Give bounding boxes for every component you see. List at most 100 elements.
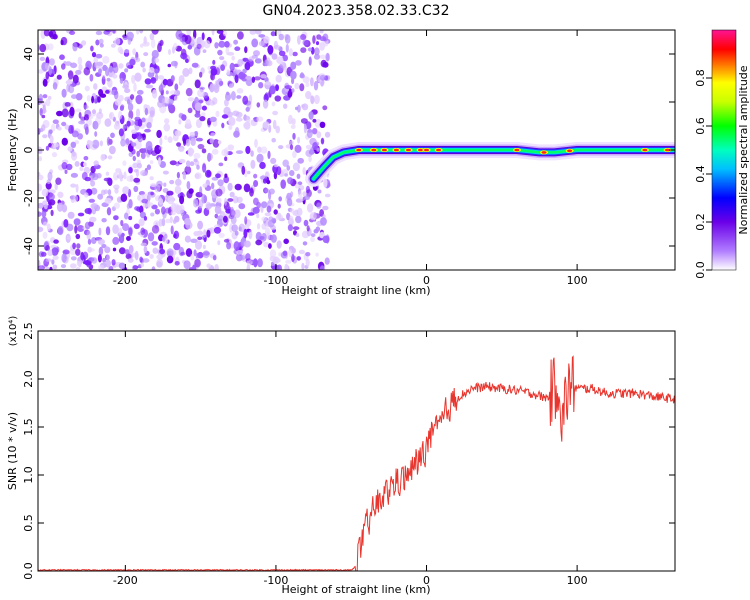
noise-speckle [245, 75, 252, 80]
noise-speckle [52, 264, 58, 270]
noise-speckle [247, 212, 255, 216]
noise-speckle [131, 74, 136, 84]
noise-speckle [195, 118, 202, 129]
y-tick-label: 0.5 [22, 514, 35, 532]
noise-speckle [91, 95, 95, 104]
noise-speckle [323, 178, 328, 188]
noise-speckle [180, 251, 186, 256]
noise-speckle [276, 258, 281, 263]
noise-speckle [150, 77, 157, 84]
snr-multiplier: (x10⁴) [8, 316, 19, 347]
noise-speckle [98, 246, 104, 256]
noise-speckle [266, 232, 270, 241]
noise-speckle [257, 146, 262, 153]
noise-speckle [146, 164, 151, 170]
ridge-hotspot-red [418, 148, 423, 152]
noise-speckle [213, 226, 222, 234]
noise-speckle [303, 219, 309, 227]
noise-speckle [97, 193, 104, 200]
noise-speckle [52, 119, 59, 124]
noise-speckle [99, 43, 104, 48]
snr-panel: -200 -100 0 100 0.0 0.5 1.0 1.5 2.0 2.5 Height of… [6, 316, 676, 596]
noise-speckle [161, 97, 166, 108]
noise-speckle [141, 198, 149, 204]
noise-speckle [252, 206, 260, 214]
noise-speckle [43, 30, 50, 37]
noise-speckle [57, 191, 64, 198]
noise-speckle [324, 193, 331, 198]
noise-speckle [65, 79, 73, 85]
noise-speckle [56, 202, 64, 212]
noise-speckle [195, 209, 202, 214]
noise-speckle [206, 263, 211, 269]
x-tick-label: 0 [423, 274, 430, 287]
noise-speckle [264, 188, 271, 193]
noise-speckle [194, 79, 201, 89]
noise-speckle [132, 48, 137, 56]
noise-speckle [297, 207, 303, 216]
noise-speckle [169, 179, 175, 185]
noise-speckle [68, 85, 75, 94]
noise-speckle [69, 263, 77, 269]
noise-speckle [158, 198, 164, 205]
noise-speckle [243, 122, 250, 129]
noise-speckle [136, 206, 144, 212]
ridge-hotspot-red [371, 148, 377, 152]
noise-speckle [133, 82, 137, 92]
noise-speckle [68, 124, 74, 134]
noise-speckle [147, 232, 155, 242]
noise-speckle [275, 214, 283, 221]
noise-speckle [211, 30, 215, 36]
noise-speckle [234, 230, 239, 236]
noise-speckle [147, 71, 155, 78]
noise-speckle [289, 140, 294, 146]
noise-speckle [205, 169, 212, 178]
noise-speckle [282, 159, 290, 167]
noise-speckle [66, 223, 74, 232]
noise-speckle [64, 124, 70, 130]
noise-speckle [290, 61, 297, 70]
noise-speckle [193, 152, 201, 159]
noise-speckle [278, 33, 284, 41]
noise-speckle [258, 82, 264, 89]
noise-speckle [198, 199, 204, 209]
noise-speckle [210, 68, 218, 76]
noise-speckle [224, 147, 229, 157]
noise-speckle [164, 118, 170, 124]
noise-speckle [266, 57, 271, 67]
noise-speckle [260, 74, 267, 79]
noise-speckle [133, 169, 138, 173]
noise-speckle [308, 111, 314, 120]
noise-speckle [309, 212, 317, 221]
noise-speckle [273, 209, 278, 215]
noise-speckle [322, 105, 328, 111]
noise-speckle [102, 75, 106, 80]
noise-speckle [156, 258, 164, 268]
noise-speckle [297, 136, 301, 144]
noise-speckle [136, 150, 140, 157]
noise-speckle [201, 112, 206, 117]
noise-speckle [303, 124, 307, 134]
noise-speckle [228, 124, 233, 130]
noise-speckle [275, 74, 282, 83]
noise-speckle [48, 193, 55, 201]
noise-speckle [169, 160, 177, 166]
noise-speckle [280, 179, 287, 189]
y-tick-label: 1.0 [22, 466, 35, 484]
noise-speckle [120, 104, 125, 110]
y-tick-label: 1.5 [22, 418, 35, 436]
noise-speckle [313, 53, 321, 60]
noise-speckle [313, 228, 319, 234]
noise-speckle [183, 138, 186, 147]
noise-speckle [42, 221, 48, 227]
noise-speckle [70, 172, 78, 178]
colorbar: 0.0 0.2 0.4 0.6 0.8 Normalized spectral ampl… [694, 29, 750, 279]
noise-speckle [95, 65, 102, 69]
noise-speckle [48, 129, 53, 134]
noise-speckle [209, 116, 217, 123]
noise-speckle [232, 195, 239, 204]
noise-speckle [64, 169, 68, 174]
noise-speckle [154, 208, 160, 215]
noise-speckle [306, 225, 310, 232]
